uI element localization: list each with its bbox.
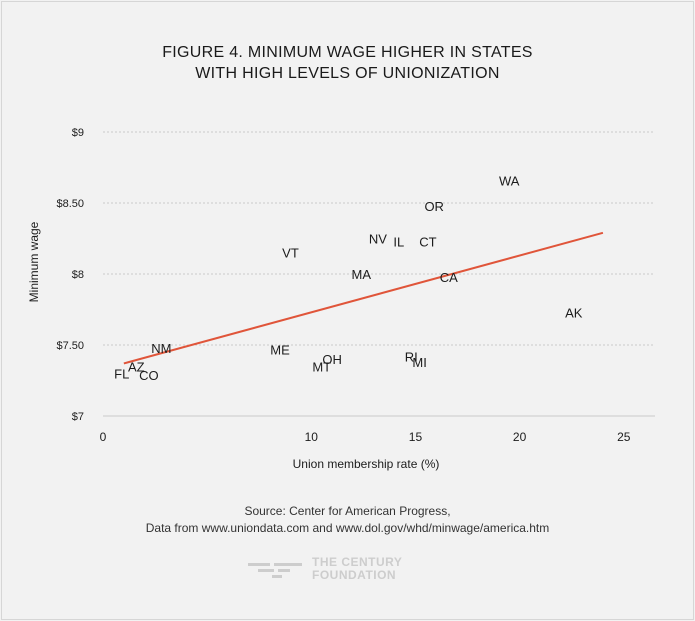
century-foundation-logo-icon — [248, 563, 302, 578]
century-foundation-logo: THE CENTURY FOUNDATION — [248, 554, 402, 584]
point-label-vt: VT — [282, 246, 299, 261]
gridlines — [103, 131, 655, 417]
logo-wordmark: THE CENTURY FOUNDATION — [312, 556, 402, 582]
point-label-mi: MI — [412, 355, 426, 370]
x-tick-label: 25 — [617, 430, 631, 444]
y-tick-label: $7.50 — [56, 340, 84, 352]
y-tick-label: $8.50 — [56, 198, 84, 210]
logo-line-1: THE CENTURY — [312, 555, 403, 569]
point-label-wa: WA — [499, 173, 520, 188]
point-label-me: ME — [270, 342, 290, 357]
y-tick-label: $8 — [72, 269, 84, 281]
point-label-oh: OH — [322, 352, 342, 367]
point-label-il: IL — [393, 234, 404, 249]
chart-title-line-1: FIGURE 4. MINIMUM WAGE HIGHER IN STATES — [162, 44, 533, 61]
x-axis-ticks: 0 10 15 20 25 — [100, 430, 631, 444]
point-label-az: AZ — [128, 359, 145, 374]
y-axis-label: Minimum wage — [27, 221, 41, 302]
point-label-ak: AK — [565, 305, 583, 320]
point-label-mt: MT — [312, 359, 331, 374]
y-tick-label: $9 — [72, 127, 84, 139]
point-label-nm: NM — [151, 341, 171, 356]
source-note: Source: Center for American Progress, Da… — [0, 503, 695, 537]
point-label-ca: CA — [440, 270, 458, 285]
trendline — [123, 231, 604, 365]
point-label-ct: CT — [419, 234, 436, 249]
y-axis-ticks: $7 $7.50 $8 $8.50 $9 — [56, 127, 84, 423]
x-tick-label: 10 — [305, 430, 319, 444]
chart-title: FIGURE 4. MINIMUM WAGE HIGHER IN STATES … — [0, 42, 695, 84]
y-tick-label: $7 — [72, 411, 84, 423]
point-label-nv: NV — [369, 232, 387, 247]
logo-line-2: FOUNDATION — [312, 568, 397, 582]
point-label-ri: RI — [405, 349, 418, 364]
point-label-or: OR — [424, 199, 444, 214]
trendline-group — [123, 231, 604, 365]
x-tick-label: 0 — [100, 430, 107, 444]
source-line-2: Data from www.uniondata.com and www.dol.… — [145, 521, 550, 535]
x-tick-label: 15 — [409, 430, 423, 444]
source-line-1: Source: Center for American Progress, — [244, 504, 451, 518]
point-label-ma: MA — [352, 267, 372, 282]
point-label-fl: FL — [114, 366, 129, 381]
point-label-co: CO — [139, 368, 159, 383]
x-tick-label: 20 — [513, 430, 527, 444]
x-axis-label: Union membership rate (%) — [293, 457, 440, 471]
chart-title-line-2: WITH HIGH LEVELS OF UNIONIZATION — [195, 65, 500, 82]
